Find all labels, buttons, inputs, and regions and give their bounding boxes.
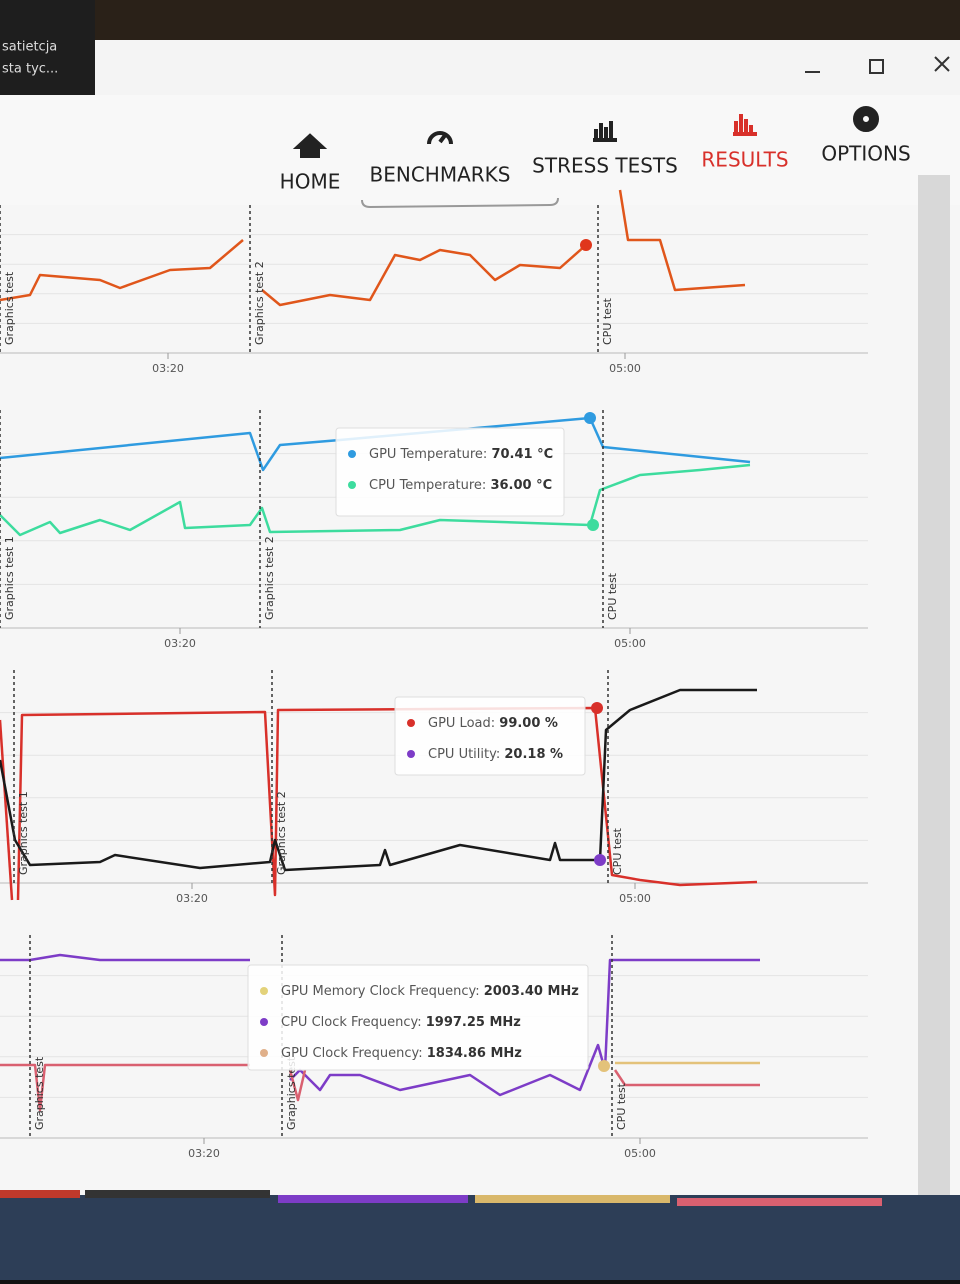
nav-bar bbox=[0, 95, 960, 205]
nav-icon bbox=[427, 131, 453, 145]
notification-text: sta tyc... bbox=[2, 62, 58, 77]
tab-strip bbox=[0, 1190, 80, 1198]
tooltip-label: CPU Utility: bbox=[428, 747, 500, 762]
tooltip-label: GPU Load: bbox=[428, 716, 495, 731]
time-label: 03:20 bbox=[152, 362, 184, 375]
test-marker-label: Graphics test 2 bbox=[275, 791, 288, 875]
time-label: 05:00 bbox=[624, 1147, 656, 1160]
tooltip-swatch bbox=[407, 719, 415, 727]
tooltip-row: CPU Clock Frequency: 1997.25 MHz bbox=[281, 1015, 521, 1030]
series-line bbox=[0, 239, 244, 302]
maximize-button[interactable] bbox=[869, 59, 884, 74]
test-marker-label: Graphics test 2 bbox=[263, 536, 276, 620]
nav-icon bbox=[733, 114, 757, 136]
nav-item[interactable]: STRESS TESTS bbox=[532, 154, 678, 178]
nav-item[interactable]: HOME bbox=[280, 170, 341, 194]
tab-strip bbox=[85, 1190, 270, 1198]
tooltip-row: GPU Load: 99.00 % bbox=[428, 716, 558, 731]
test-marker-label: CPU test bbox=[611, 827, 624, 875]
series-line bbox=[0, 1063, 250, 1112]
time-label: 03:20 bbox=[188, 1147, 220, 1160]
tooltip-value: 36.00 °C bbox=[490, 478, 552, 493]
hover-dot bbox=[580, 239, 592, 251]
nav-underline bbox=[361, 197, 559, 209]
nav-item[interactable]: RESULTS bbox=[701, 148, 788, 172]
time-label: 05:00 bbox=[614, 637, 646, 650]
series-line bbox=[0, 416, 751, 472]
series-line bbox=[261, 244, 587, 307]
nav-item[interactable]: OPTIONS bbox=[821, 142, 910, 166]
series-line bbox=[0, 953, 250, 962]
nav-icon bbox=[292, 133, 328, 158]
tooltip-label: GPU Memory Clock Frequency: bbox=[281, 984, 480, 999]
tab-strip bbox=[278, 1195, 468, 1203]
hover-dot bbox=[598, 1060, 610, 1072]
time-label: 03:20 bbox=[176, 892, 208, 905]
title-bar bbox=[0, 40, 960, 95]
tooltip-label: CPU Temperature: bbox=[369, 478, 486, 493]
tooltip bbox=[247, 964, 589, 1071]
tooltip-swatch bbox=[260, 1049, 268, 1057]
test-marker-label: CPU test bbox=[615, 1082, 628, 1130]
tooltip-value: 2003.40 MHz bbox=[484, 984, 579, 999]
test-marker-label: Graphics test bbox=[33, 1056, 46, 1130]
test-marker-label: CPU test bbox=[606, 572, 619, 620]
tooltip-swatch bbox=[348, 481, 356, 489]
tooltip-value: 1997.25 MHz bbox=[426, 1015, 521, 1030]
tooltip-label: GPU Clock Frequency: bbox=[281, 1046, 423, 1061]
nav-item[interactable]: BENCHMARKS bbox=[370, 163, 511, 187]
desktop-bottom bbox=[0, 1195, 960, 1280]
series-line bbox=[0, 463, 751, 537]
notification bbox=[0, 0, 95, 95]
test-marker-label: Graphics test bbox=[3, 271, 16, 345]
tooltip-row: GPU Temperature: 70.41 °C bbox=[369, 447, 553, 462]
tooltip bbox=[335, 427, 565, 517]
hover-dot bbox=[587, 519, 599, 531]
hover-dot bbox=[594, 854, 606, 866]
tooltip-swatch bbox=[260, 1018, 268, 1026]
series-line bbox=[0, 719, 14, 901]
tooltip-row: GPU Clock Frequency: 1834.86 MHz bbox=[281, 1046, 522, 1061]
series-line bbox=[288, 1069, 307, 1102]
tooltip-value: 1834.86 MHz bbox=[427, 1046, 522, 1061]
time-label: 05:00 bbox=[609, 362, 641, 375]
test-marker-label: Graphics test bbox=[285, 1056, 298, 1130]
series-line bbox=[613, 1069, 760, 1087]
tooltip-row: GPU Memory Clock Frequency: 2003.40 MHz bbox=[281, 984, 579, 999]
time-label: 05:00 bbox=[619, 892, 651, 905]
time-label: 03:20 bbox=[164, 637, 196, 650]
nav-icon bbox=[593, 121, 617, 142]
tab-strip bbox=[475, 1195, 670, 1203]
hover-dot bbox=[584, 412, 596, 424]
tooltip-row: CPU Temperature: 36.00 °C bbox=[369, 478, 552, 493]
test-marker-label: Graphics test 2 bbox=[253, 261, 266, 345]
tooltip-row: CPU Utility: 20.18 % bbox=[428, 747, 563, 762]
test-marker-label: CPU test bbox=[601, 297, 614, 345]
close-button[interactable] bbox=[934, 56, 950, 72]
notification-text: satietcja bbox=[2, 40, 57, 55]
scrollbar[interactable] bbox=[918, 175, 950, 1195]
tooltip-label: GPU Temperature: bbox=[369, 447, 487, 462]
tooltip-value: 20.18 % bbox=[504, 747, 563, 762]
tooltip-value: 99.00 % bbox=[499, 716, 558, 731]
series-line bbox=[0, 688, 757, 872]
hover-dot bbox=[591, 702, 603, 714]
test-marker-label: Graphics test 1 bbox=[3, 536, 16, 620]
tooltip-swatch bbox=[260, 987, 268, 995]
tooltip bbox=[394, 696, 586, 776]
test-marker-label: Graphics test 1 bbox=[17, 791, 30, 875]
nav-icon bbox=[853, 106, 879, 133]
tooltip-value: 70.41 °C bbox=[491, 447, 553, 462]
tooltip-swatch bbox=[348, 450, 356, 458]
series-line bbox=[618, 189, 746, 292]
tooltip-swatch bbox=[407, 750, 415, 758]
tooltip-label: CPU Clock Frequency: bbox=[281, 1015, 422, 1030]
tab-strip bbox=[677, 1198, 882, 1206]
